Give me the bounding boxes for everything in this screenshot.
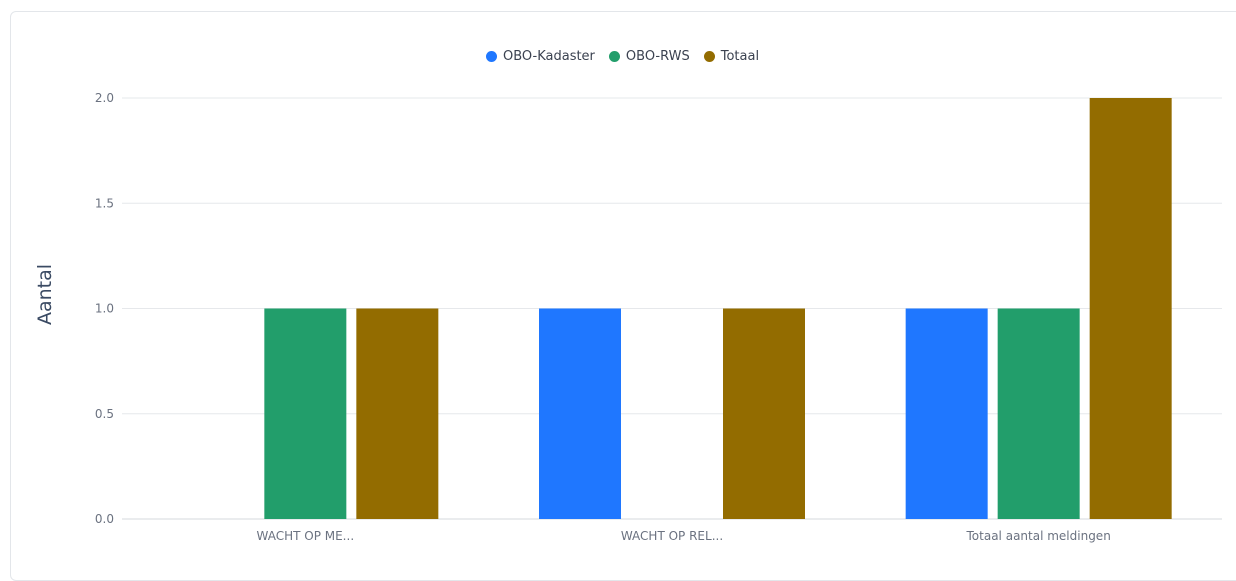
legend-item-totaal[interactable]: Totaal	[703, 48, 760, 64]
legend-dot-icon	[703, 50, 715, 62]
legend-label: Totaal	[720, 48, 760, 64]
bar-obo-rws[interactable]	[997, 308, 1080, 520]
bar-obo-rws[interactable]	[264, 308, 347, 520]
chart-legend: OBO-Kadaster OBO-RWS Totaal	[486, 47, 773, 65]
bar-totaal[interactable]	[1089, 98, 1172, 519]
x-tick-label: Totaal aantal meldingen	[966, 529, 1111, 543]
y-tick-label: 1.0	[95, 302, 114, 316]
bar-obo-kadaster[interactable]	[905, 308, 988, 520]
legend-dot-icon	[486, 50, 497, 62]
bar-totaal[interactable]	[356, 308, 439, 520]
bar-chart: 0.0 0.5 1.0 1.5 2.0 WACHT OP ME... WACHT OP RE…	[95, 91, 1222, 543]
y-tick-label: 0.5	[95, 407, 114, 421]
legend-label: OBO-RWS	[625, 48, 690, 64]
x-tick-label: WACHT OP ME...	[257, 529, 355, 543]
y-tick-label: 0.0	[95, 512, 114, 526]
legend-label: OBO-Kadaster	[503, 48, 595, 64]
bar-obo-kadaster[interactable]	[539, 308, 621, 520]
legend-item-obo-rws[interactable]: OBO-RWS	[608, 48, 690, 64]
legend-item-obo-kadaster[interactable]: OBO-Kadaster	[486, 49, 595, 64]
y-tick-label: 2.0	[95, 91, 114, 105]
bar-totaal[interactable]	[723, 308, 805, 520]
x-tick-label: WACHT OP REL...	[621, 529, 723, 543]
legend-dot-icon	[608, 50, 620, 62]
y-tick-label: 1.5	[95, 196, 114, 210]
